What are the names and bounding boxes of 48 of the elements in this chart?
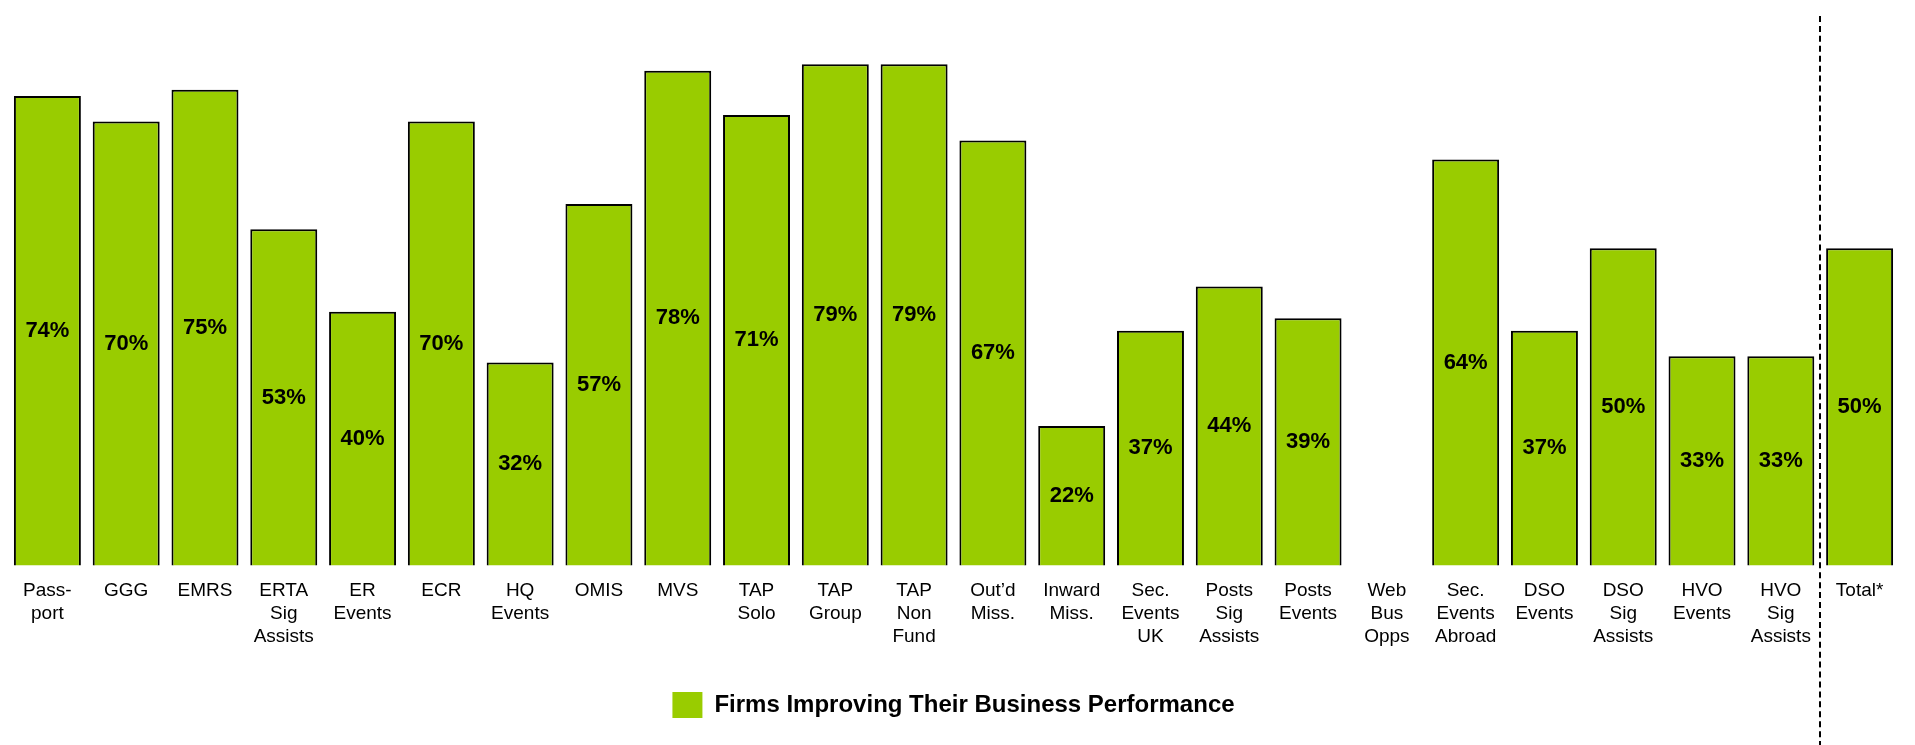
data-label: 32% xyxy=(498,450,543,476)
data-label: 50% xyxy=(1601,393,1646,419)
data-label: 40% xyxy=(340,424,385,450)
x-tick-label: Total* xyxy=(1835,579,1884,601)
x-tick-label: GGG xyxy=(104,579,149,601)
data-label: 64% xyxy=(1443,348,1488,374)
x-tick-label: Pass- port xyxy=(23,579,72,624)
data-label: 53% xyxy=(261,383,306,409)
x-tick-label: Web Bus Opps xyxy=(1364,579,1410,646)
data-label: 74% xyxy=(25,316,70,342)
x-tick-label: OMIS xyxy=(574,579,624,601)
data-label: 79% xyxy=(813,301,858,327)
data-label: 39% xyxy=(1286,427,1331,453)
data-label: 50% xyxy=(1837,393,1882,419)
x-tick-label: Posts Sig Assists xyxy=(1199,579,1260,646)
data-label: 71% xyxy=(734,326,779,352)
data-label: 33% xyxy=(1758,446,1803,472)
x-tick-label: ERTA Sig Assists xyxy=(253,579,314,646)
x-tick-label: Posts Events xyxy=(1279,579,1338,624)
data-label: 70% xyxy=(104,329,149,355)
data-label: 44% xyxy=(1207,412,1252,438)
x-tick-label: HQ Events xyxy=(491,579,550,624)
x-tick-label: HVO Sig Assists xyxy=(1750,579,1811,646)
x-tick-label: HVO Events xyxy=(1672,579,1732,624)
data-label: 70% xyxy=(419,329,464,355)
x-tick-label: TAP Group xyxy=(808,579,862,624)
x-tick-label: Out’d Miss. xyxy=(970,579,1016,624)
data-label: 37% xyxy=(1522,434,1567,460)
x-tick-label: Inward Miss. xyxy=(1043,579,1101,624)
x-tick-label: MVS xyxy=(657,579,699,601)
data-label: 37% xyxy=(1128,434,1173,460)
x-tick-label: DSO Sig Assists xyxy=(1593,579,1654,646)
x-tick-label: EMRS xyxy=(177,579,233,601)
data-label: 57% xyxy=(576,370,621,396)
x-tick-label: ER Events xyxy=(333,579,392,624)
x-tick-label: ECR xyxy=(421,579,462,601)
data-label: 33% xyxy=(1680,446,1725,472)
x-tick-label: Sec. Events Abroad xyxy=(1435,579,1497,646)
x-tick-label: TAP Non Fund xyxy=(892,579,936,646)
x-tick-label: DSO Events xyxy=(1515,579,1574,624)
data-label: 22% xyxy=(1049,481,1094,507)
data-label: 67% xyxy=(970,339,1015,365)
data-label: 78% xyxy=(655,304,700,330)
legend-label: Firms Improving Their Business Performance xyxy=(714,689,1235,717)
x-tick-label: TAP Solo xyxy=(737,579,776,624)
x-tick-label: Sec. Events UK xyxy=(1121,579,1180,646)
data-label: 75% xyxy=(182,313,227,339)
data-label: 79% xyxy=(892,301,937,327)
